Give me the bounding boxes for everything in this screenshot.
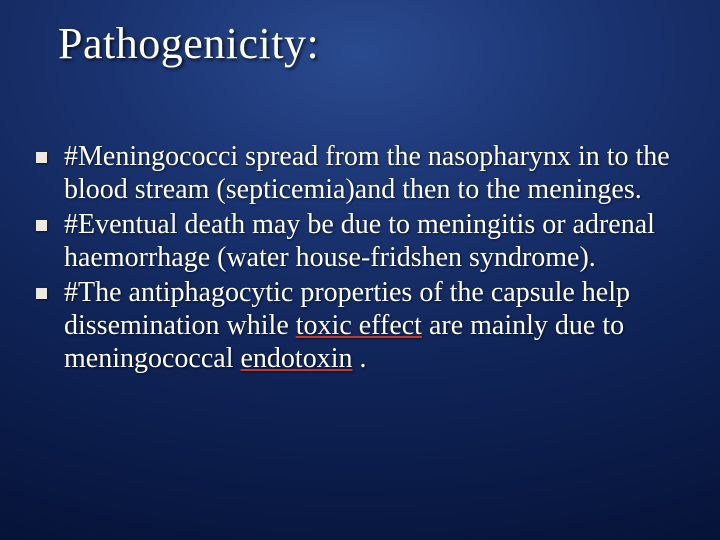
slide-title: Pathogenicity: [58,18,319,69]
bullet-text: #Eventual death may be due to meningitis… [64,209,655,273]
bullet-item: #Eventual death may be due to meningitis… [32,208,688,274]
bullet-item: #The antiphagocytic properties of the ca… [32,276,688,375]
bullet-list: #Meningococci spread from the nasopharyn… [32,140,688,377]
bullet-text-underlined: toxic effect [296,310,422,341]
bullet-text-underlined: endotoxin [240,343,352,374]
bullet-text-seg: . [352,343,366,374]
bullet-item: #Meningococci spread from the nasopharyn… [32,140,688,206]
bullet-text: #Meningococci spread from the nasopharyn… [64,141,670,205]
